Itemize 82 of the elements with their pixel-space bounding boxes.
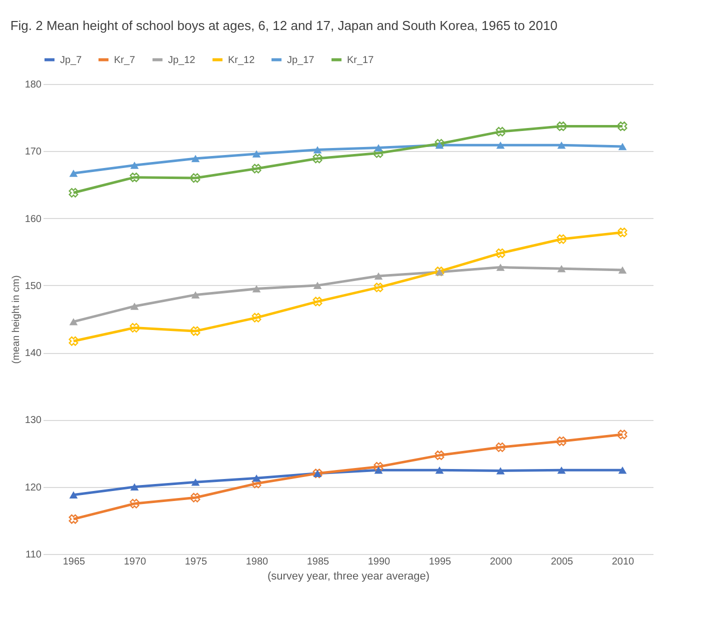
- legend-label: Jp_7: [60, 54, 82, 66]
- x-tick-label: 2005: [550, 556, 574, 568]
- point: [374, 466, 383, 474]
- point: [312, 154, 322, 164]
- point: [130, 483, 139, 490]
- point: [618, 122, 628, 132]
- point: [190, 173, 200, 183]
- legend-label: Jp_12: [168, 54, 196, 66]
- y-tick-label: 130: [24, 415, 42, 426]
- y-tick-label: 120: [24, 482, 42, 494]
- y-tick-label: 110: [26, 550, 42, 560]
- point: [557, 466, 566, 474]
- point: [191, 291, 200, 298]
- point: [374, 144, 383, 152]
- point: [191, 154, 200, 162]
- legend-label: Kr_17: [347, 54, 374, 66]
- point: [130, 498, 140, 508]
- point: [374, 282, 384, 292]
- point: [68, 188, 78, 198]
- point: [130, 322, 140, 332]
- point: [496, 126, 506, 136]
- point: [618, 430, 628, 440]
- point: [618, 228, 628, 238]
- x-tick-label: 1995: [428, 556, 452, 568]
- point: [618, 142, 627, 150]
- y-tick-label: 150: [24, 280, 42, 292]
- point: [374, 462, 384, 472]
- point: [496, 248, 506, 258]
- point: [434, 450, 444, 460]
- x-axis-title: (survey year, three year average): [267, 570, 430, 582]
- point: [190, 492, 200, 502]
- point: [496, 467, 505, 474]
- point: [130, 172, 140, 182]
- x-tick-label: 1985: [306, 556, 330, 568]
- point: [435, 141, 444, 149]
- x-tick-label: 2010: [612, 556, 635, 568]
- chart-title: Fig. 2 Mean height of school boys at ages, 6, 12 and 17, Japan and South Korea, 1965 to 2010: [10, 18, 558, 33]
- y-tick-label: 160: [24, 214, 42, 225]
- point: [252, 150, 261, 158]
- point: [435, 466, 444, 474]
- point: [496, 141, 505, 149]
- point: [191, 478, 200, 486]
- x-tick-label: 1990: [368, 556, 391, 568]
- point: [68, 336, 78, 346]
- point: [557, 141, 566, 149]
- point: [618, 466, 627, 474]
- x-tick-label: 1975: [184, 556, 208, 568]
- legend-label: Jp_17: [287, 54, 315, 66]
- point: [496, 264, 505, 271]
- point: [130, 162, 139, 169]
- point: [252, 164, 262, 174]
- y-tick-label: 140: [24, 348, 42, 360]
- point: [556, 234, 566, 244]
- point: [556, 122, 566, 132]
- point: [313, 282, 322, 290]
- point: [374, 148, 384, 158]
- y-tick-label: 180: [24, 80, 42, 90]
- point: [190, 326, 200, 336]
- point: [252, 478, 262, 488]
- point: [69, 491, 78, 499]
- point: [312, 296, 322, 306]
- y-tick-label: 170: [24, 146, 42, 158]
- x-tick-label: 1970: [124, 556, 147, 568]
- point: [252, 285, 261, 292]
- point: [556, 436, 566, 446]
- x-tick-label: 2000: [490, 556, 513, 568]
- point: [68, 514, 78, 524]
- point: [69, 318, 78, 326]
- x-tick-label: 1980: [246, 556, 269, 568]
- point: [130, 302, 139, 310]
- point: [374, 272, 383, 280]
- legend-label: Kr_7: [114, 54, 136, 66]
- point: [69, 170, 78, 177]
- point: [313, 146, 322, 154]
- point: [496, 442, 506, 452]
- legend-label: Kr_12: [228, 54, 256, 66]
- point: [252, 312, 262, 322]
- point: [252, 474, 261, 482]
- x-tick-label: 1965: [62, 556, 86, 568]
- point: [618, 266, 627, 274]
- y-axis-title: (mean height in cm): [10, 275, 22, 364]
- point: [557, 265, 566, 272]
